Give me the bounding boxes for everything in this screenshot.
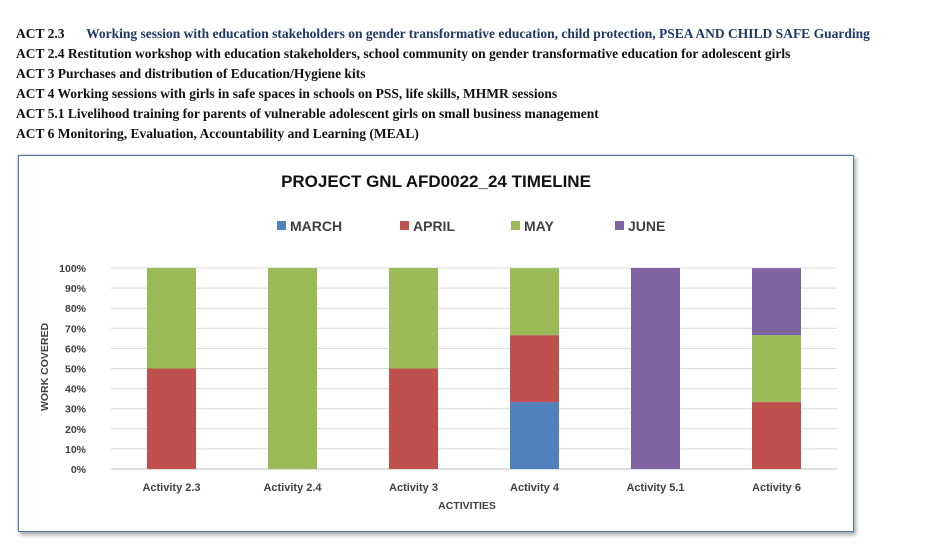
timeline-chart-svg: PROJECT GNL AFD0022_24 TIMELINE MARCH APR… [39, 172, 837, 512]
activity-line: ACT 2.3 Working session with education s… [16, 24, 926, 44]
y-tick-label: 90% [65, 283, 87, 295]
y-tick-label: 80% [65, 303, 87, 315]
bar-segment-june [631, 268, 680, 469]
legend-swatch [400, 221, 409, 230]
bar-segment-april [147, 368, 196, 469]
x-category-label: Activity 2.4 [263, 482, 322, 494]
chart-legend: MARCH APRIL MAY JUNE [277, 218, 665, 234]
x-category-label: Activity 3 [389, 482, 438, 494]
y-tick-label: 20% [65, 424, 87, 436]
activity-description: Restitution workshop with education stak… [67, 46, 791, 61]
activity-code: ACT 3 [16, 66, 55, 81]
activity-description: Livelihood training for parents of vulne… [67, 106, 599, 121]
x-category-label: Activity 5.1 [626, 482, 684, 494]
y-axis-label: WORK COVERED [39, 323, 51, 412]
timeline-chart: PROJECT GNL AFD0022_24 TIMELINE MARCH APR… [18, 155, 854, 532]
y-tick-label: 40% [65, 384, 87, 396]
y-tick-label: 0% [71, 464, 87, 476]
activity-description: Working sessions with girls in safe spac… [57, 86, 558, 101]
activity-description: Working session with education stakehold… [86, 26, 870, 41]
x-category-label: Activity 2.3 [142, 482, 200, 494]
chart-bars [147, 268, 801, 469]
y-tick-label: 70% [65, 323, 87, 335]
bar-segment-may [752, 335, 801, 403]
activity-line: ACT 5.1 Livelihood training for parents … [16, 104, 926, 124]
activity-code: ACT 2.4 [16, 46, 65, 61]
activity-line: ACT 3 Purchases and distribution of Educ… [16, 64, 926, 84]
activity-code: ACT 5.1 [16, 106, 65, 121]
y-tick-label: 60% [65, 343, 87, 355]
activity-code: ACT 6 [16, 126, 55, 141]
y-tick-label: 30% [65, 404, 87, 416]
y-tick-label: 100% [59, 263, 87, 275]
legend-label: MAY [524, 218, 554, 234]
activity-list: ACT 2.3 Working session with education s… [16, 24, 926, 144]
activity-description: Monitoring, Evaluation, Accountability a… [57, 126, 419, 141]
legend-label: JUNE [628, 218, 665, 234]
legend-swatch [511, 221, 520, 230]
chart-title: PROJECT GNL AFD0022_24 TIMELINE [281, 172, 591, 191]
legend-swatch [615, 221, 624, 230]
bar-segment-april [510, 335, 559, 403]
x-category-label: Activity 6 [752, 482, 801, 494]
x-axis-label: ACTIVITIES [438, 500, 496, 512]
x-category-label: Activity 4 [510, 482, 560, 494]
activity-description: Purchases and distribution of Education/… [57, 66, 366, 81]
bar-segment-may [147, 268, 196, 369]
y-tick-label: 10% [65, 444, 87, 456]
bar-segment-june [752, 268, 801, 336]
x-axis-categories: Activity 2.3 Activity 2.4 Activity 3 Activi… [142, 482, 801, 494]
bar-segment-april [389, 368, 438, 469]
activity-code: ACT 2.3 [16, 26, 65, 41]
legend-label: APRIL [413, 218, 455, 234]
activity-line: ACT 6 Monitoring, Evaluation, Accountabi… [16, 124, 926, 144]
bar-segment-may [268, 268, 317, 469]
chart-gridlines [111, 267, 837, 470]
bar-segment-march [510, 402, 559, 469]
legend-swatch [277, 221, 286, 230]
bar-segment-april [752, 402, 801, 469]
y-axis-ticks: 0% 10% 20% 30% 40% 50% 60% 70% 80% 90% 100% [59, 263, 87, 476]
activity-code: ACT 4 [16, 86, 55, 101]
legend-label: MARCH [290, 218, 342, 234]
activity-line: ACT 2.4 Restitution workshop with educat… [16, 44, 926, 64]
bar-segment-may [389, 268, 438, 369]
activity-line: ACT 4 Working sessions with girls in saf… [16, 84, 926, 104]
bar-segment-may [510, 268, 559, 336]
y-tick-label: 50% [65, 364, 87, 376]
